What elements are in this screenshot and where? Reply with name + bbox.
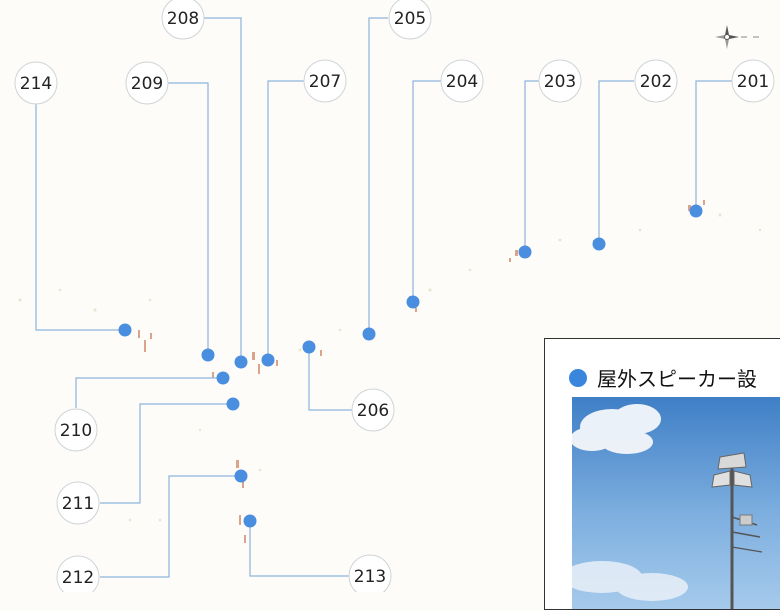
leader-202 (598, 80, 634, 244)
leader-207 (267, 80, 304, 360)
marker-212[interactable] (234, 469, 248, 483)
leader-206 (308, 347, 352, 411)
label-bubbles: 201 202 203 204 205 206 207 208 (14, 0, 775, 592)
label-202-text: 202 (640, 72, 672, 92)
label-209[interactable]: 209 (125, 61, 169, 105)
outdoor-speaker-photo (572, 397, 780, 609)
legend-marker-icon (569, 368, 587, 387)
label-204-text: 204 (446, 72, 478, 92)
label-205[interactable]: 205 (388, 0, 432, 40)
leader-212 (100, 475, 241, 578)
leader-204 (412, 80, 442, 302)
marker-201[interactable] (689, 204, 703, 218)
legend-title: 屋外スピーカー設 (597, 367, 757, 391)
marker-207[interactable] (261, 353, 275, 367)
legend-title-row: 屋外スピーカー設 (569, 363, 757, 392)
map-canvas: 201 202 203 204 205 206 207 208 (14, 0, 775, 592)
marker-202[interactable] (592, 237, 606, 251)
leader-lines (35, 17, 732, 578)
leader-213 (249, 521, 350, 577)
leader-211 (100, 403, 233, 504)
terrain-texture (18, 213, 762, 522)
label-203[interactable]: 203 (538, 59, 582, 103)
label-203-text: 203 (544, 72, 576, 92)
marker-206[interactable] (302, 340, 316, 354)
point-markers (118, 204, 703, 528)
leader-214 (35, 101, 125, 331)
legend-panel: 屋外スピーカー設 (544, 338, 780, 610)
leader-203 (524, 80, 540, 252)
label-211[interactable]: 211 (56, 481, 100, 525)
label-211-text: 211 (62, 494, 94, 514)
label-210-text: 210 (60, 421, 92, 441)
label-213[interactable]: 213 (348, 554, 392, 592)
label-214[interactable]: 214 (14, 61, 58, 105)
leader-208 (204, 17, 242, 362)
label-212-text: 212 (62, 568, 94, 588)
compass-rose-icon (715, 25, 759, 49)
label-210[interactable]: 210 (54, 408, 98, 452)
marker-205[interactable] (362, 327, 376, 341)
label-204[interactable]: 204 (440, 59, 484, 103)
label-212[interactable]: 212 (56, 555, 100, 592)
leader-205 (368, 17, 388, 334)
label-209-text: 209 (131, 74, 163, 94)
label-207[interactable]: 207 (303, 59, 347, 103)
marker-209[interactable] (201, 348, 215, 362)
cloud-shape (572, 404, 661, 454)
marker-203[interactable] (518, 245, 532, 259)
marker-204[interactable] (406, 295, 420, 309)
marker-208[interactable] (234, 355, 248, 369)
label-207-text: 207 (309, 72, 341, 92)
label-206-text: 206 (357, 401, 389, 421)
marker-210[interactable] (216, 371, 230, 385)
label-206[interactable]: 206 (351, 388, 395, 432)
label-208-text: 208 (167, 9, 199, 29)
label-205-text: 205 (394, 9, 426, 29)
label-201[interactable]: 201 (731, 59, 775, 103)
label-214-text: 214 (20, 74, 52, 94)
marker-214[interactable] (118, 323, 132, 337)
label-208[interactable]: 208 (161, 0, 205, 40)
leader-210 (75, 377, 223, 408)
leader-201 (695, 80, 732, 211)
leader-209 (168, 82, 209, 355)
marker-211[interactable] (226, 397, 240, 411)
label-213-text: 213 (354, 567, 386, 587)
marker-213[interactable] (243, 514, 257, 528)
label-202[interactable]: 202 (634, 59, 678, 103)
label-201-text: 201 (737, 72, 769, 92)
